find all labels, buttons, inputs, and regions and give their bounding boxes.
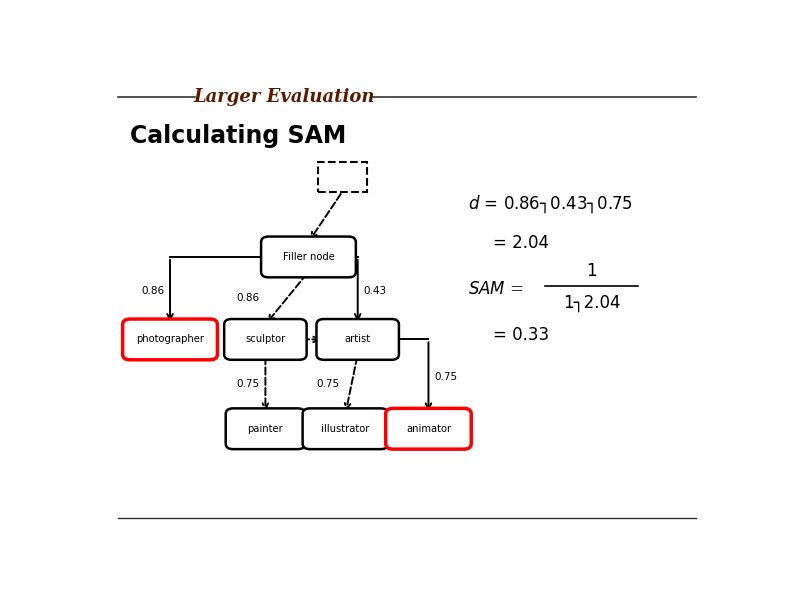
Text: animator: animator bbox=[406, 424, 451, 434]
Text: 1┐2.04: 1┐2.04 bbox=[563, 294, 620, 312]
FancyBboxPatch shape bbox=[303, 408, 388, 449]
Text: illustrator: illustrator bbox=[322, 424, 369, 434]
Text: 1: 1 bbox=[586, 262, 597, 280]
Text: 0.75: 0.75 bbox=[434, 372, 457, 381]
FancyBboxPatch shape bbox=[224, 319, 306, 360]
Text: Larger Evaluation: Larger Evaluation bbox=[193, 88, 375, 106]
Text: photographer: photographer bbox=[136, 334, 204, 345]
FancyBboxPatch shape bbox=[225, 408, 305, 449]
Text: = 2.04: = 2.04 bbox=[493, 234, 549, 252]
FancyBboxPatch shape bbox=[317, 319, 399, 360]
FancyBboxPatch shape bbox=[386, 408, 471, 449]
Text: Filler node: Filler node bbox=[283, 252, 334, 262]
Bar bbox=[318, 162, 367, 192]
Text: sculptor: sculptor bbox=[245, 334, 286, 345]
Text: $SAM$ =: $SAM$ = bbox=[468, 280, 524, 298]
FancyBboxPatch shape bbox=[122, 319, 218, 360]
Text: Calculating SAM: Calculating SAM bbox=[130, 124, 346, 148]
Text: 0.86: 0.86 bbox=[237, 293, 260, 303]
Text: painter: painter bbox=[248, 424, 283, 434]
Text: 0.43: 0.43 bbox=[364, 286, 387, 296]
Text: artist: artist bbox=[345, 334, 371, 345]
FancyBboxPatch shape bbox=[261, 237, 356, 277]
Text: 0.75: 0.75 bbox=[317, 379, 340, 389]
Text: $d$ = 0.86┐0.43┐0.75: $d$ = 0.86┐0.43┐0.75 bbox=[468, 193, 634, 215]
Text: 0.75: 0.75 bbox=[237, 379, 260, 389]
Text: = 0.33: = 0.33 bbox=[493, 326, 549, 344]
Text: 0.86: 0.86 bbox=[141, 286, 164, 296]
